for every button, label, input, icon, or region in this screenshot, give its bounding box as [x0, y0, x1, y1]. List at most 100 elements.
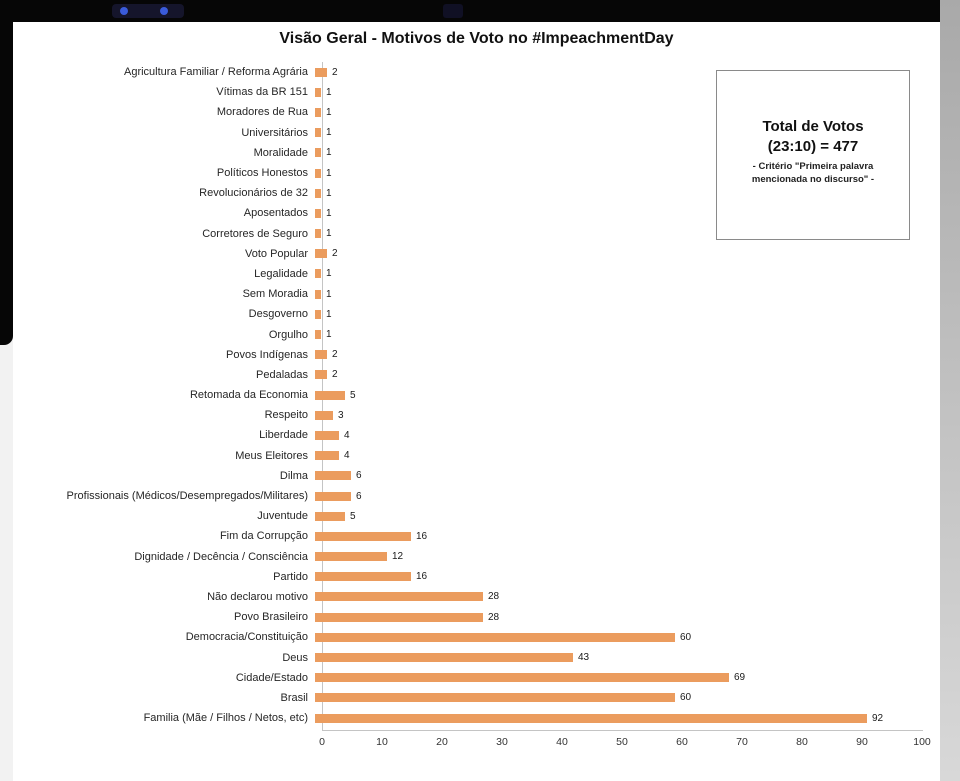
category-label: Democracia/Constituição: [185, 631, 308, 644]
value-label: 60: [680, 631, 692, 643]
annotation-total: (23:10) = 477: [767, 138, 859, 155]
x-tick-label: 20: [436, 736, 448, 748]
chart-area: Visão Geral - Motivos de Voto no #Impeac…: [13, 22, 940, 781]
category-label: Dilma: [279, 469, 308, 482]
bar: [315, 370, 327, 380]
chart-row: Voto Popular 2: [18, 244, 928, 264]
bar: [315, 612, 483, 622]
value-label: 1: [326, 268, 332, 280]
chart-row: Universitários 1: [18, 123, 928, 143]
bar-track: 4: [315, 450, 925, 461]
bar: [315, 491, 351, 501]
bar-track: 1: [315, 147, 925, 158]
value-label: 12: [392, 551, 404, 563]
bar-track: 1: [315, 309, 925, 320]
chart-row: Profissionais (Médicos/Desempregados/Mil…: [18, 486, 928, 506]
chart-row: Fim da Corrupção 16: [18, 526, 928, 546]
value-label: 16: [416, 571, 428, 583]
bar: [315, 350, 327, 360]
chart-row: Juventude 5: [18, 506, 928, 526]
bar-track: 28: [315, 612, 925, 623]
chart-row: Deus 43: [18, 647, 928, 667]
chart-row: Democracia/Constituição 60: [18, 627, 928, 647]
chart-row: Moralidade 1: [18, 143, 928, 163]
bar: [315, 653, 573, 663]
x-axis-line: [322, 730, 923, 731]
category-label: Juventude: [257, 510, 308, 523]
chart-row: Meus Eleitores 4: [18, 446, 928, 466]
chart-row: Agricultura Familiar / Reforma Agrária 2: [18, 62, 928, 82]
chart-row: Respeito 3: [18, 405, 928, 425]
bar: [315, 289, 321, 299]
chart-row: Não declarou motivo 28: [18, 587, 928, 607]
x-tick-label: 10: [376, 736, 388, 748]
value-label: 28: [488, 611, 500, 623]
chart-row: Vítimas da BR 151 1: [18, 82, 928, 102]
category-label: Brasil: [280, 691, 308, 704]
bar-track: 16: [315, 531, 925, 542]
category-label: Dignidade / Decência / Consciência: [134, 550, 308, 563]
x-tick-label: 30: [496, 736, 508, 748]
category-label: Deus: [282, 651, 308, 664]
bar-track: 1: [315, 208, 925, 219]
bar: [315, 531, 411, 541]
bar: [315, 390, 345, 400]
x-tick-label: 50: [616, 736, 628, 748]
value-label: 1: [326, 207, 332, 219]
value-label: 1: [326, 86, 332, 98]
chart-row: Familia (Mãe / Filhos / Netos, etc) 92: [18, 708, 928, 728]
annotation-criteria-line1: - Critério "Primeira palavra: [752, 161, 874, 172]
category-label: Cidade/Estado: [235, 671, 308, 684]
bar-track: 5: [315, 390, 925, 401]
chart-row: Políticos Honestos 1: [18, 163, 928, 183]
window-frame-top: [0, 0, 960, 22]
bar-track: 3: [315, 410, 925, 421]
bar-track: 1: [315, 329, 925, 340]
bar-track: 60: [315, 632, 925, 643]
category-label: Universitários: [241, 126, 308, 139]
bar-track: 5: [315, 511, 925, 522]
category-label: Sem Moradia: [242, 288, 308, 301]
chart-row: Dignidade / Decência / Consciência 12: [18, 547, 928, 567]
value-label: 6: [356, 470, 362, 482]
category-label: Corretores de Seguro: [202, 227, 308, 240]
bar: [315, 168, 321, 178]
bar: [315, 107, 321, 117]
category-label: Pedaladas: [256, 368, 308, 381]
bar: [315, 552, 387, 562]
bar-track: 6: [315, 491, 925, 502]
value-label: 1: [326, 147, 332, 159]
value-label: 92: [872, 712, 884, 724]
bar: [315, 309, 321, 319]
bar: [315, 410, 333, 420]
bar: [315, 713, 867, 723]
bar-track: 69: [315, 672, 925, 683]
category-label: Desgoverno: [248, 308, 308, 321]
value-label: 3: [338, 409, 344, 421]
bar: [315, 269, 321, 279]
x-tick-label: 90: [856, 736, 868, 748]
x-tick-label: 60: [676, 736, 688, 748]
bar: [315, 188, 321, 198]
value-label: 1: [326, 127, 332, 139]
value-label: 1: [326, 167, 332, 179]
category-label: Moralidade: [253, 146, 308, 159]
value-label: 1: [326, 329, 332, 341]
bar: [315, 511, 345, 521]
bar: [315, 471, 351, 481]
value-label: 2: [332, 369, 338, 381]
category-label: Voto Popular: [245, 247, 308, 260]
value-label: 2: [332, 349, 338, 361]
value-label: 60: [680, 692, 692, 704]
chart-row: Moradores de Rua 1: [18, 102, 928, 122]
bar: [315, 148, 321, 158]
bar-track: 92: [315, 713, 925, 724]
value-label: 1: [326, 288, 332, 300]
category-label: Moradores de Rua: [216, 106, 308, 119]
value-label: 5: [350, 389, 356, 401]
category-label: Fim da Corrupção: [219, 530, 308, 543]
chart-row: Orgulho 1: [18, 324, 928, 344]
bar-track: 2: [315, 67, 925, 78]
chart-row: Dilma 6: [18, 466, 928, 486]
